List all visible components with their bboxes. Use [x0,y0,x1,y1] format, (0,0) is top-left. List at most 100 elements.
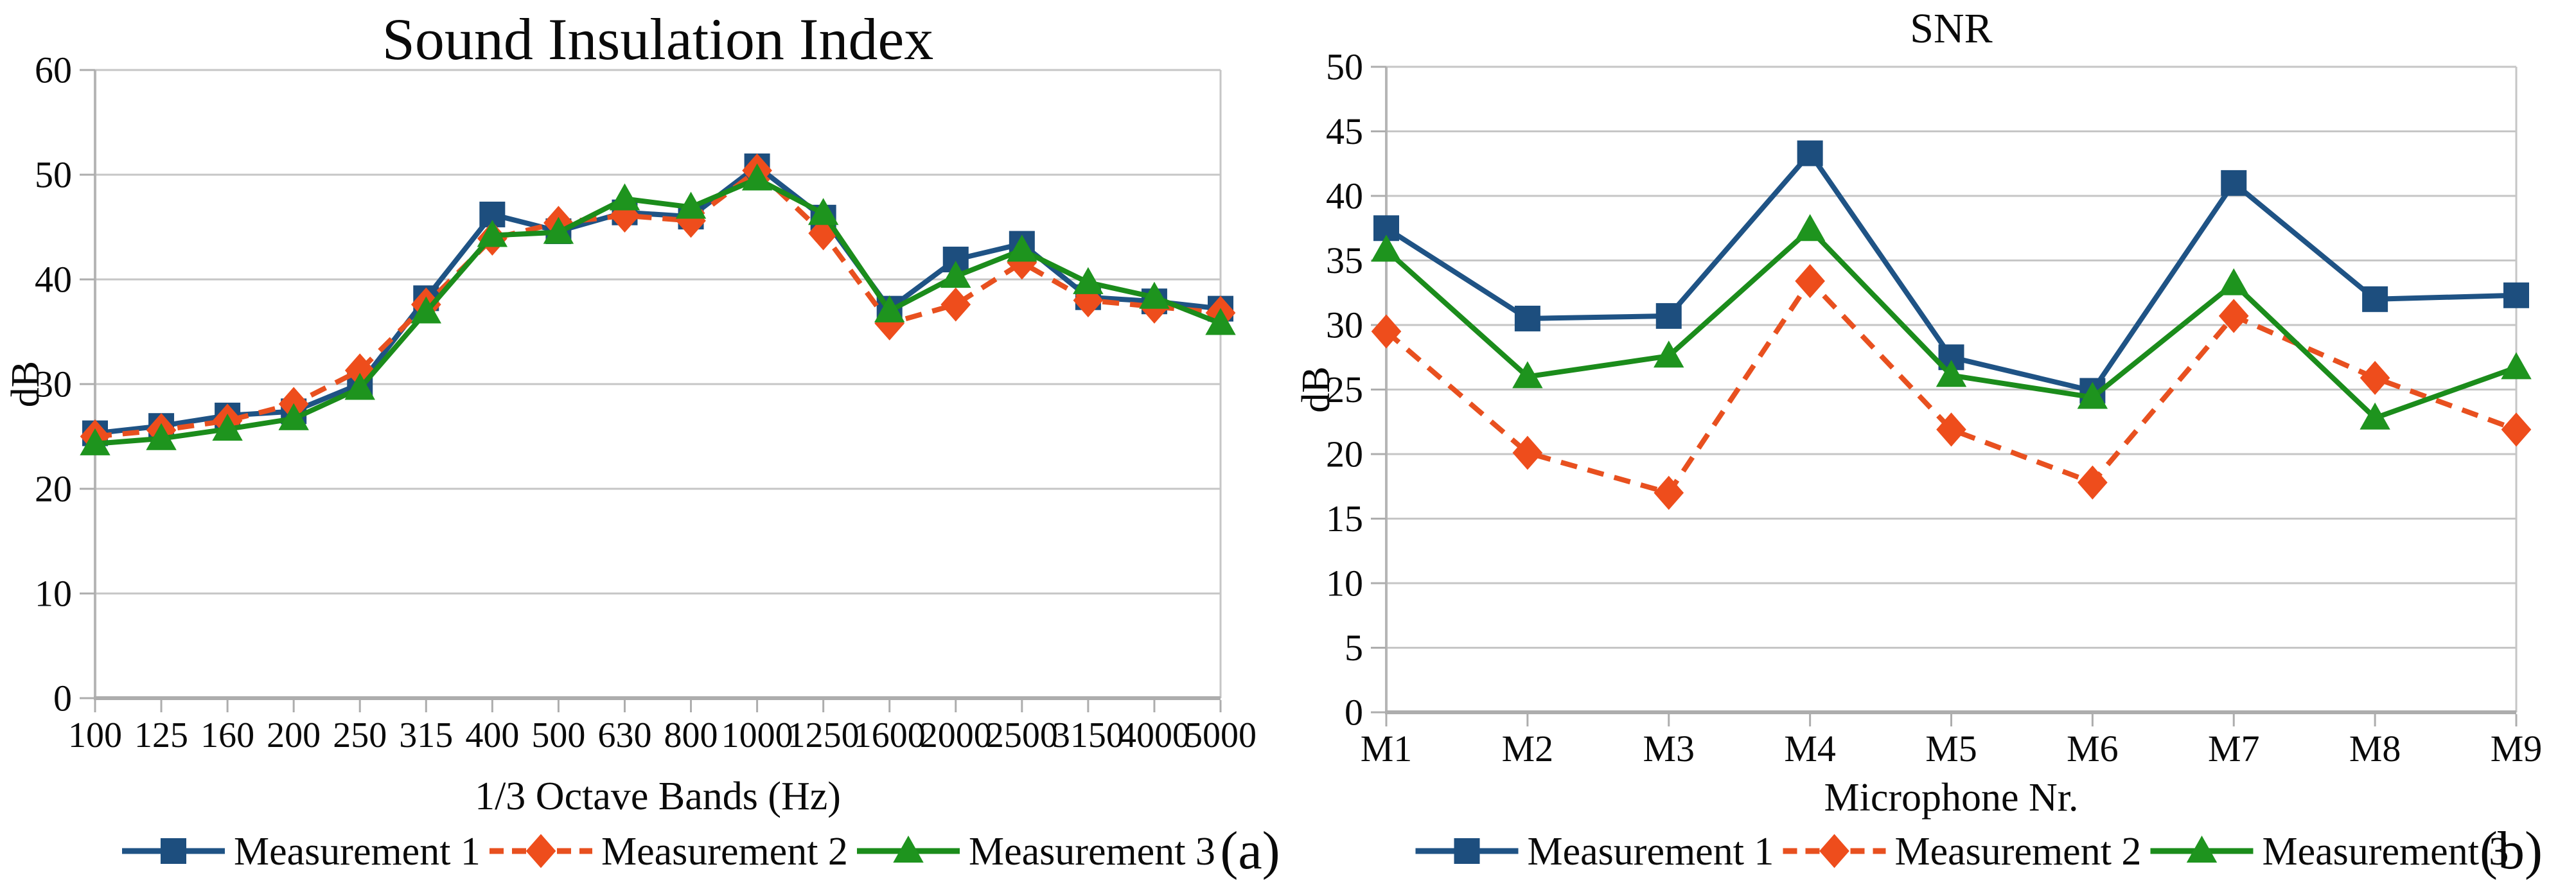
y-tick-label: 45 [1326,110,1363,152]
data-point-marker [1371,234,1402,262]
x-tick-label: 400 [465,716,519,755]
data-point-marker [146,423,177,450]
panel-b: 0 5 10 15 20 25 30 35 40 45 50 M1 M2 M3 M4 M5 M6 M7 M8 M9 SN… [1288,0,2576,887]
legend-item-measurement-1: Measurement 1 [1415,830,1774,874]
series-line [94,167,1221,439]
series-line [94,162,1221,436]
y-tick-label: 30 [35,364,72,405]
x-tick-label: M1 [1361,728,1413,769]
data-point-marker [1795,264,1825,299]
data-point-marker [1936,412,1966,447]
data-point-marker [2360,402,2390,430]
x-tick-label: 200 [267,716,321,755]
x-tick-label: 315 [399,716,453,755]
x-tick-label: M4 [1784,728,1836,769]
legend-marker [161,838,186,864]
y-tick-label: 40 [35,259,72,301]
x-tick-label: 4000 [1118,716,1190,755]
x-tick-label: 2500 [986,716,1058,755]
y-tick-label: 0 [1345,692,1363,733]
x-axis-title: Microphone Nr. [1824,776,2078,820]
series-measurement-1 [1373,140,2529,404]
series-measurement-3 [80,163,1236,455]
y-tick-label: 0 [53,678,72,719]
data-point-marker [1139,281,1170,309]
data-point-marker [940,261,971,288]
x-tick-label: 2000 [920,716,992,755]
legend-label: Measurement 3 [969,830,1215,874]
data-point-marker [2503,282,2529,308]
data-point-marker [741,163,773,191]
chart-snr: 0 5 10 15 20 25 30 35 40 45 50 M1 M2 M3 M4 M5 M6 M7 M8 M9 SN… [1294,5,2543,881]
legend-marker [525,834,556,868]
data-point-marker [212,414,243,441]
panel-letter: (a) [1220,821,1280,881]
series-measurement-2 [1371,264,2532,510]
x-tick-label: 800 [664,716,718,755]
data-point-marker [2078,465,2108,500]
data-point-marker [1655,303,1682,329]
y-tick-label: 25 [1326,369,1363,410]
y-tick-label: 60 [35,49,72,91]
gridlines [95,69,1221,595]
y-tick-label: 15 [1326,498,1363,540]
data-point-marker [2360,360,2390,395]
data-point-marker [874,295,905,322]
chart-sound-insulation-index: 0 10 20 30 40 50 60 100 125 160 200 250 315 400 500 630… [4,6,1280,881]
data-point-marker [80,428,110,455]
data-point-marker [2218,268,2249,295]
x-tick-label: M2 [1502,728,1554,769]
chart-title: SNR [1910,5,1992,52]
x-tick-label: 500 [531,716,585,755]
legend-label: Measurement 1 [234,830,481,874]
data-point-marker [609,183,640,211]
y-axis-title: dB [1294,366,1338,412]
panel-a: 0 10 20 30 40 50 60 100 125 160 200 250 315 400 500 630… [4,6,1280,881]
y-tick-label: 50 [35,154,72,196]
data-point-marker [410,296,442,324]
legend-item-measurement-2: Measurement 2 [490,830,848,874]
data-point-marker [278,403,309,430]
data-point-marker [940,287,971,322]
y-tick-label: 35 [1326,240,1363,281]
legend-marker [1819,834,1849,868]
y-axis-title: dB [4,361,48,407]
data-point-marker [477,220,508,247]
y-tick-label: 40 [1326,175,1363,217]
data-point-marker [1514,305,1540,331]
data-point-marker [675,191,707,219]
data-point-marker [1936,360,1967,387]
data-point-marker [1794,214,1826,242]
x-axis: M1 M2 M3 M4 M5 M6 M7 M8 M9 [1361,714,2542,769]
legend-label: Measurement 3 [2263,830,2509,874]
data-point-marker [1797,140,1823,166]
legend-marker [893,835,924,863]
legend-item-measurement-3: Measurement 3 [2150,830,2509,874]
legend-item-measurement-1: Measurement 1 [122,830,481,874]
legend-marker [1454,838,1480,864]
x-tick-label: 160 [200,716,254,755]
data-point-marker [1007,234,1037,262]
x-tick-label: 630 [597,716,651,755]
legend-marker [2186,835,2218,863]
x-tick-label: 3150 [1052,716,1124,755]
legend-label: Measurement 2 [601,830,848,874]
legend: Measurement 1 Measurement 2 Measurement 3 [1415,830,2509,874]
x-axis-title: 1/3 Octave Bands (Hz) [475,775,841,818]
legend-label: Measurement 2 [1895,830,2142,874]
data-point-marker [1512,435,1543,470]
x-axis: 100 125 160 200 250 315 400 500 630 800 1000125016… [68,700,1257,755]
y-axis: 0 5 10 15 20 25 30 35 40 45 50 [1326,46,1386,733]
x-tick-label: M7 [2208,728,2260,769]
data-point-marker [1512,361,1543,389]
x-tick-label: M3 [1643,728,1695,769]
data-point-marker [2077,382,2108,409]
x-tick-label: 5000 [1185,716,1257,755]
panel-letter: (b) [2480,821,2543,881]
x-tick-label: 250 [333,716,387,755]
series-measurement-3 [1371,214,2532,430]
y-tick-label: 20 [35,468,72,510]
data-point-marker [344,373,375,400]
y-tick-label: 5 [1345,627,1363,669]
